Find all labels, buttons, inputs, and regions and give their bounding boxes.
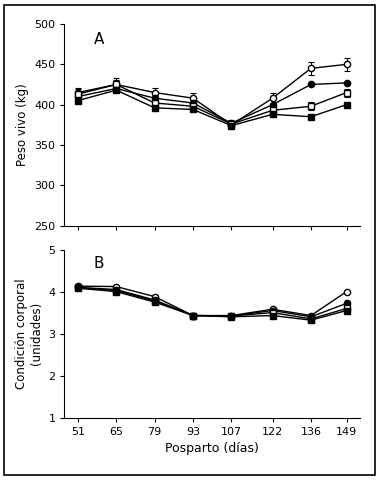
Text: B: B <box>94 256 105 271</box>
X-axis label: Posparto (días): Posparto (días) <box>165 442 259 455</box>
Y-axis label: Peso vivo (kg): Peso vivo (kg) <box>16 84 29 166</box>
Text: A: A <box>94 32 104 47</box>
Y-axis label: Condición corporal
(unidades): Condición corporal (unidades) <box>15 278 43 389</box>
